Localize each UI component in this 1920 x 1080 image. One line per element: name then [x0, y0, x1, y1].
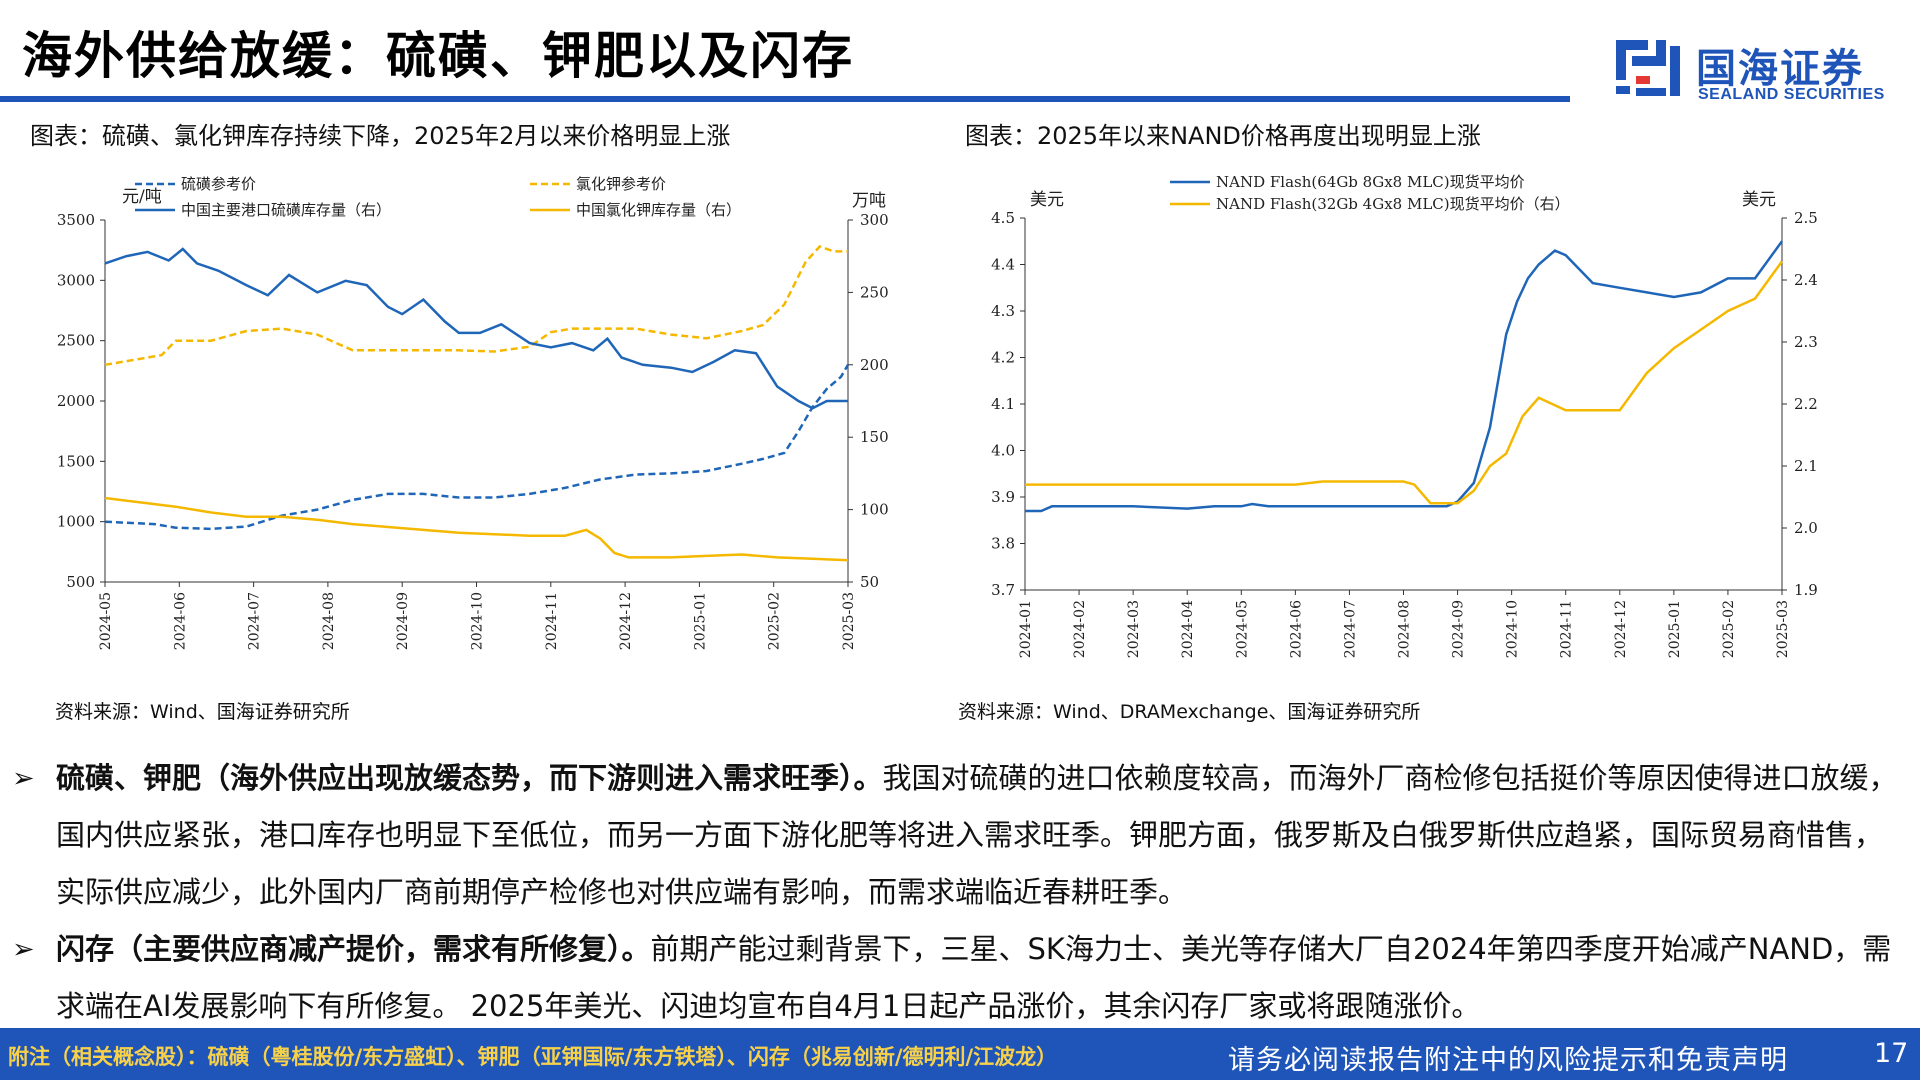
right-chart-source: 资料来源：Wind、DRAMexchange、国海证券研究所 [958, 701, 1421, 723]
left-y-tick-label: 3.7 [991, 581, 1015, 599]
page-title: 海外供给放缓：硫磺、钾肥以及闪存 [22, 27, 854, 85]
series-line [1025, 260, 1784, 505]
left-y-tick-label: 2000 [57, 392, 95, 410]
series-line [1025, 240, 1784, 513]
bullet-arrow-icon: ➢ [12, 763, 35, 794]
right-y-tick-label: 150 [860, 428, 889, 446]
bullet-body: 前期产能过剩背景下，三星、SK海力士、美光等存储大厂自2024年第四季度开始减产… [56, 932, 1892, 1023]
x-tick-label: 2025-01 [692, 592, 708, 650]
footer-bar: 附注（相关概念股）：硫磺（粤桂股份/东方盛虹）、钾肥（亚钾国际/东方铁塔）、闪存… [0, 1028, 1920, 1080]
x-tick-label: 2024-08 [1397, 600, 1413, 658]
footer-disclaimer: 请务必阅读报告附注中的风险提示和免责声明 [1228, 1045, 1788, 1076]
x-tick-label: 2024-02 [1072, 600, 1088, 658]
right-y-tick-label: 200 [860, 356, 889, 374]
x-tick-label: 2024-08 [321, 592, 337, 650]
bullet-arrow-icon: ➢ [12, 934, 35, 965]
right-y-tick-label: 2.2 [1794, 395, 1818, 413]
company-logo: 国海证券 SEALAND SECURITIES [1612, 36, 1885, 106]
left-y-tick-label: 1500 [57, 452, 95, 470]
x-tick-label: 2024-04 [1180, 600, 1196, 658]
right-y-tick-label: 2.1 [1794, 457, 1818, 475]
x-tick-label: 2025-02 [1721, 600, 1737, 658]
series-line [104, 247, 848, 410]
bullet-item-nand: ➢ 闪存（主要供应商减产提价，需求有所修复）。前期产能过剩背景下，三星、SK海力… [10, 921, 1900, 1035]
x-tick-label: 2024-05 [98, 592, 114, 650]
x-tick-label: 2024-05 [1234, 600, 1250, 658]
x-tick-label: 2024-12 [1613, 600, 1629, 658]
left-y-tick-label: 4.2 [991, 349, 1015, 367]
x-tick-label: 2025-01 [1667, 600, 1683, 658]
left-y-tick-label: 4.4 [991, 256, 1015, 274]
x-tick-label: 2025-02 [767, 592, 783, 650]
right-y-tick-label: 300 [860, 211, 889, 229]
left-y-tick-label: 3000 [57, 271, 95, 289]
legend-label: 硫磺参考价 [181, 175, 256, 193]
x-tick-label: 2024-10 [470, 592, 486, 650]
title-underline [0, 96, 1570, 102]
page-number: 17 [1874, 1038, 1909, 1069]
left-y-tick-label: 2500 [57, 332, 95, 350]
right-y-tick-label: 100 [860, 501, 889, 519]
left-chart-source: 资料来源：Wind、国海证券研究所 [55, 701, 350, 723]
legend-label: NAND Flash(32Gb 4Gx8 MLC)现货平均价（右） [1216, 195, 1570, 213]
logo-mark-icon [1616, 40, 1680, 96]
footer-related-stocks: 附注（相关概念股）：硫磺（粤桂股份/东方盛虹）、钾肥（亚钾国际/东方铁塔）、闪存… [8, 1045, 1058, 1069]
x-tick-label: 2025-03 [841, 592, 857, 650]
left-y-tick-label: 3.9 [991, 488, 1015, 506]
left-unit-label: 美元 [1030, 190, 1064, 210]
x-tick-label: 2024-11 [1559, 600, 1575, 658]
logo-chinese-name: 国海证券 [1696, 46, 1864, 92]
right-y-tick-label: 2.5 [1794, 209, 1818, 227]
right-unit-label: 万吨 [852, 191, 886, 211]
left-y-tick-label: 4.3 [991, 302, 1015, 320]
x-tick-label: 2024-12 [618, 592, 634, 650]
right-y-tick-label: 2.0 [1794, 519, 1818, 537]
bullet-heading: 闪存（主要供应商减产提价，需求有所修复）。 [56, 932, 651, 966]
left-chart: 500 1000 1500 2000 2500 3000 3500 50 100 150 200 25… [57, 175, 889, 650]
left-y-tick-label: 3.8 [991, 535, 1015, 553]
right-y-tick-label: 250 [860, 283, 889, 301]
left-y-tick-label: 4.5 [991, 209, 1015, 227]
bullet-heading: 硫磺、钾肥（海外供应出现放缓态势，而下游则进入需求旺季）。 [56, 761, 883, 795]
left-y-tick-label: 500 [66, 573, 95, 591]
right-chart-caption: 图表：2025年以来NAND价格再度出现明显上涨 [965, 122, 1481, 150]
x-tick-label: 2024-09 [395, 592, 411, 650]
bullet-item-sulfur-potash: ➢ 硫磺、钾肥（海外供应出现放缓态势，而下游则进入需求旺季）。我国对硫磺的进口依… [10, 750, 1900, 921]
left-y-tick-label: 4.1 [991, 395, 1015, 413]
right-y-tick-label: 1.9 [1794, 581, 1818, 599]
left-unit-label: 元/吨 [122, 187, 162, 207]
x-tick-label: 2024-06 [1288, 600, 1304, 658]
x-tick-label: 2024-01 [1018, 600, 1034, 658]
x-tick-label: 2024-07 [1342, 600, 1358, 658]
legend-label: 氯化钾参考价 [576, 175, 666, 193]
bullet-list: ➢ 硫磺、钾肥（海外供应出现放缓态势，而下游则进入需求旺季）。我国对硫磺的进口依… [10, 750, 1900, 1035]
left-y-tick-label: 4.0 [991, 442, 1015, 460]
legend-label: 中国主要港口硫磺库存量（右） [181, 201, 391, 219]
x-tick-label: 2024-09 [1451, 600, 1467, 658]
right-y-tick-label: 50 [860, 573, 879, 591]
left-chart-caption: 图表：硫磺、氯化钾库存持续下降，2025年2月以来价格明显上涨 [30, 122, 731, 150]
legend-label: 中国氯化钾库存量（右） [576, 201, 741, 219]
left-y-tick-label: 1000 [57, 513, 95, 531]
right-unit-label: 美元 [1742, 190, 1776, 210]
series-line [104, 364, 850, 531]
x-tick-label: 2024-07 [247, 592, 263, 650]
series-line [104, 496, 849, 562]
x-tick-label: 2024-10 [1505, 600, 1521, 658]
x-tick-label: 2025-03 [1775, 600, 1791, 658]
left-y-tick-label: 3500 [57, 211, 95, 229]
series-line [104, 245, 848, 367]
x-tick-label: 2024-06 [172, 592, 188, 650]
right-y-tick-label: 2.3 [1794, 333, 1818, 351]
x-tick-label: 2024-03 [1126, 600, 1142, 658]
legend-label: NAND Flash(64Gb 8Gx8 MLC)现货平均价 [1216, 173, 1525, 191]
bullet-body: 我国对硫磺的进口依赖度较高，而海外厂商检修包括挺价等原因使得进口放缓，国内供应紧… [56, 761, 1898, 909]
logo-english-name: SEALAND SECURITIES [1698, 86, 1885, 103]
right-chart: 3.7 3.8 3.9 4.0 4.1 4.2 4.3 4.4 4.5 1.9 2.0 2.1 2.2 2… [991, 173, 1818, 658]
right-y-tick-label: 2.4 [1794, 271, 1818, 289]
x-tick-label: 2024-11 [544, 592, 560, 650]
